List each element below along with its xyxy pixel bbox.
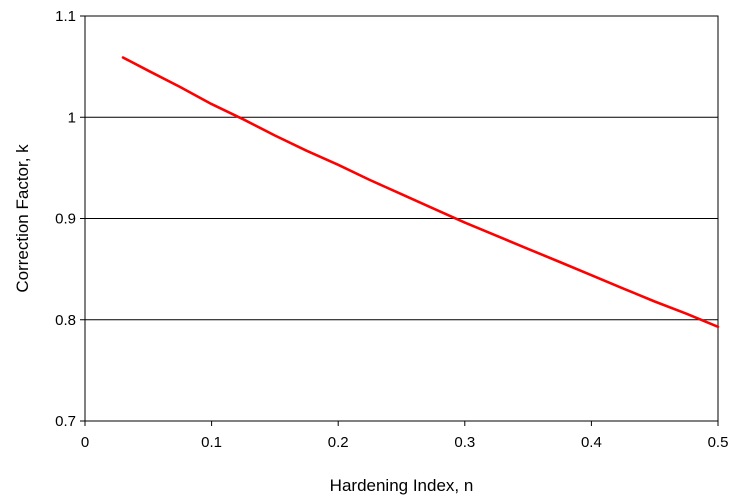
y-axis-ticks: 0.7 0.8 0.9 1 1.1: [55, 8, 85, 430]
y-tick-label: 1: [68, 109, 76, 126]
x-tick-label: 0.4: [581, 434, 602, 451]
x-tick-label: 0.3: [454, 434, 475, 451]
series-line-0: [121, 56, 720, 329]
y-tick-label: 1.1: [55, 8, 76, 25]
x-axis-title: Hardening Index, n: [330, 476, 474, 495]
y-tick-label: 0.9: [55, 211, 76, 228]
x-tick-label: 0.1: [201, 434, 222, 451]
y-axis-title: Correction Factor, k: [13, 144, 32, 293]
y-tick-label: 0.8: [55, 312, 76, 329]
x-tick-label: 0.2: [328, 434, 349, 451]
series-group: [121, 56, 720, 329]
y-tick-label: 0.7: [55, 413, 76, 430]
x-tick-label: 0.5: [708, 434, 729, 451]
x-tick-label: 0: [81, 434, 89, 451]
horizontal-gridlines: [85, 116, 718, 321]
x-axis-ticks: 0 0.1 0.2 0.3 0.4 0.5: [81, 421, 729, 451]
